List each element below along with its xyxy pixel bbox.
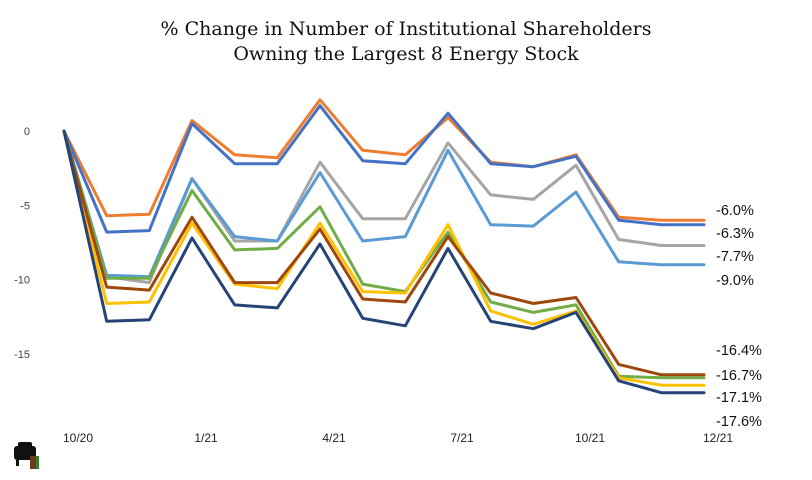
series-line [62, 129, 706, 279]
logo-icon [14, 442, 39, 469]
series-end-label: -6.0% [716, 203, 754, 219]
x-tick-label: 10/20 [63, 431, 93, 445]
chart-title: % Change in Number of Institutional Shar… [160, 18, 652, 40]
x-tick-label: 12/21 [703, 431, 733, 445]
x-tick-label: 10/21 [575, 431, 605, 445]
series-line [62, 104, 706, 234]
y-tick-label: -5 [20, 200, 30, 212]
series-end-label: -6.3% [716, 226, 754, 242]
x-tick-label: 4/21 [322, 431, 346, 445]
x-tick-label: 7/21 [450, 431, 474, 445]
chart-subtitle: Owning the Largest 8 Energy Stock [233, 43, 579, 65]
series-line [62, 129, 706, 377]
series-end-label: -17.6% [716, 414, 762, 430]
y-tick-label: 0 [24, 126, 30, 138]
series-end-label: -7.7% [716, 249, 754, 265]
series-line [62, 129, 706, 380]
series-end-label: -16.4% [716, 343, 762, 359]
series-line [62, 129, 706, 395]
series-end-label: -9.0% [716, 273, 754, 289]
x-tick-label: 1/21 [194, 431, 218, 445]
series-end-label: -16.7% [716, 368, 762, 384]
series-end-label: -17.1% [716, 390, 762, 406]
y-tick-label: -10 [14, 275, 30, 287]
y-tick-label: -15 [14, 349, 30, 361]
